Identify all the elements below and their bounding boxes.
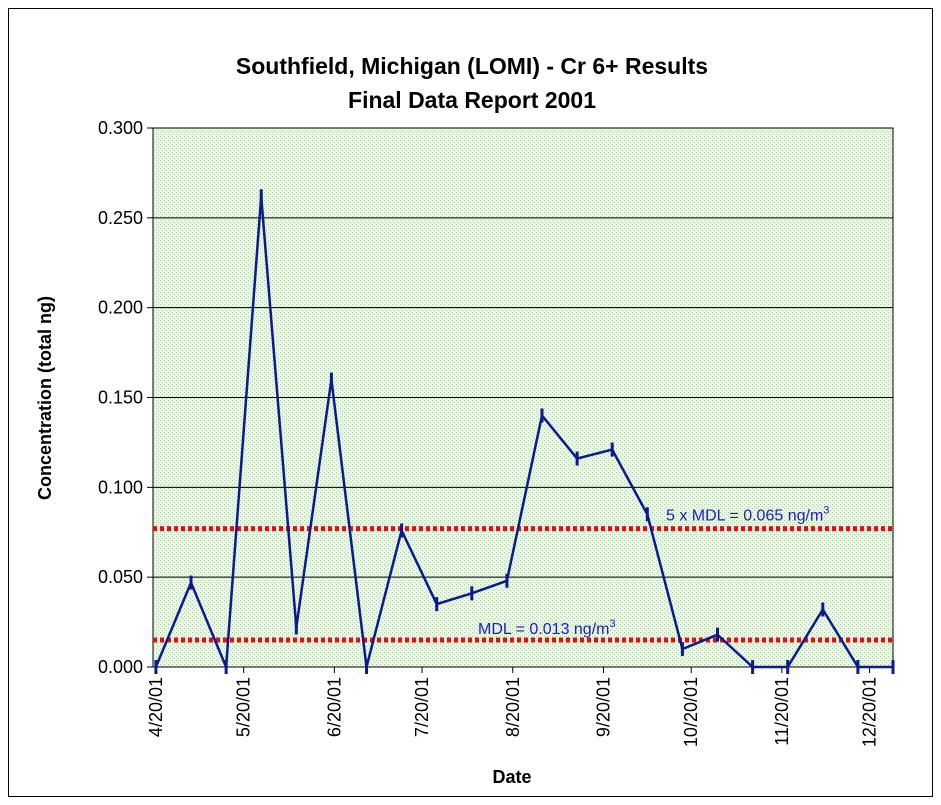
x-tick-label: 8/20/01 [503,677,523,737]
plot-border [152,127,894,668]
x-tick-label: 5/20/01 [234,677,254,737]
y-tick-label: 0.100 [98,477,143,497]
reference-label-text: 5 x MDL = 0.065 ng/m [666,508,823,525]
y-axis-label: Concentration (total ng) [35,296,55,500]
x-tick-label: 10/20/01 [681,677,701,747]
y-tick-label: 0.150 [98,388,143,408]
x-tick-label: 11/20/01 [772,677,792,746]
chart-subtitle: Final Data Report 2001 [348,87,596,113]
x-tick-label: 7/20/01 [412,677,432,737]
data-line [154,196,893,669]
x-tick-label: 9/20/01 [593,677,613,737]
y-tick-label: 0.300 [98,118,143,138]
y-tick-label: 0.250 [98,208,143,228]
reference-label-sup: 3 [823,505,829,517]
reference-label-sup: 3 [609,618,615,630]
reference-label-text: MDL = 0.013 ng/m [478,621,609,638]
y-tick-label: 0.000 [98,657,143,677]
y-tick-label: 0.050 [98,567,143,587]
x-tick-label: 12/20/01 [860,677,880,747]
x-tick-label: 4/20/01 [146,677,166,737]
chart-title: Southfield, Michigan (LOMI) - Cr 6+ Resu… [236,53,708,79]
x-axis-label: Date [492,767,531,787]
reference-label: MDL = 0.013 ng/m3 [478,618,616,638]
reference-label: 5 x MDL = 0.065 ng/m3 [666,505,829,525]
y-tick-label: 0.200 [98,298,143,318]
x-tick-label: 6/20/01 [324,677,344,737]
